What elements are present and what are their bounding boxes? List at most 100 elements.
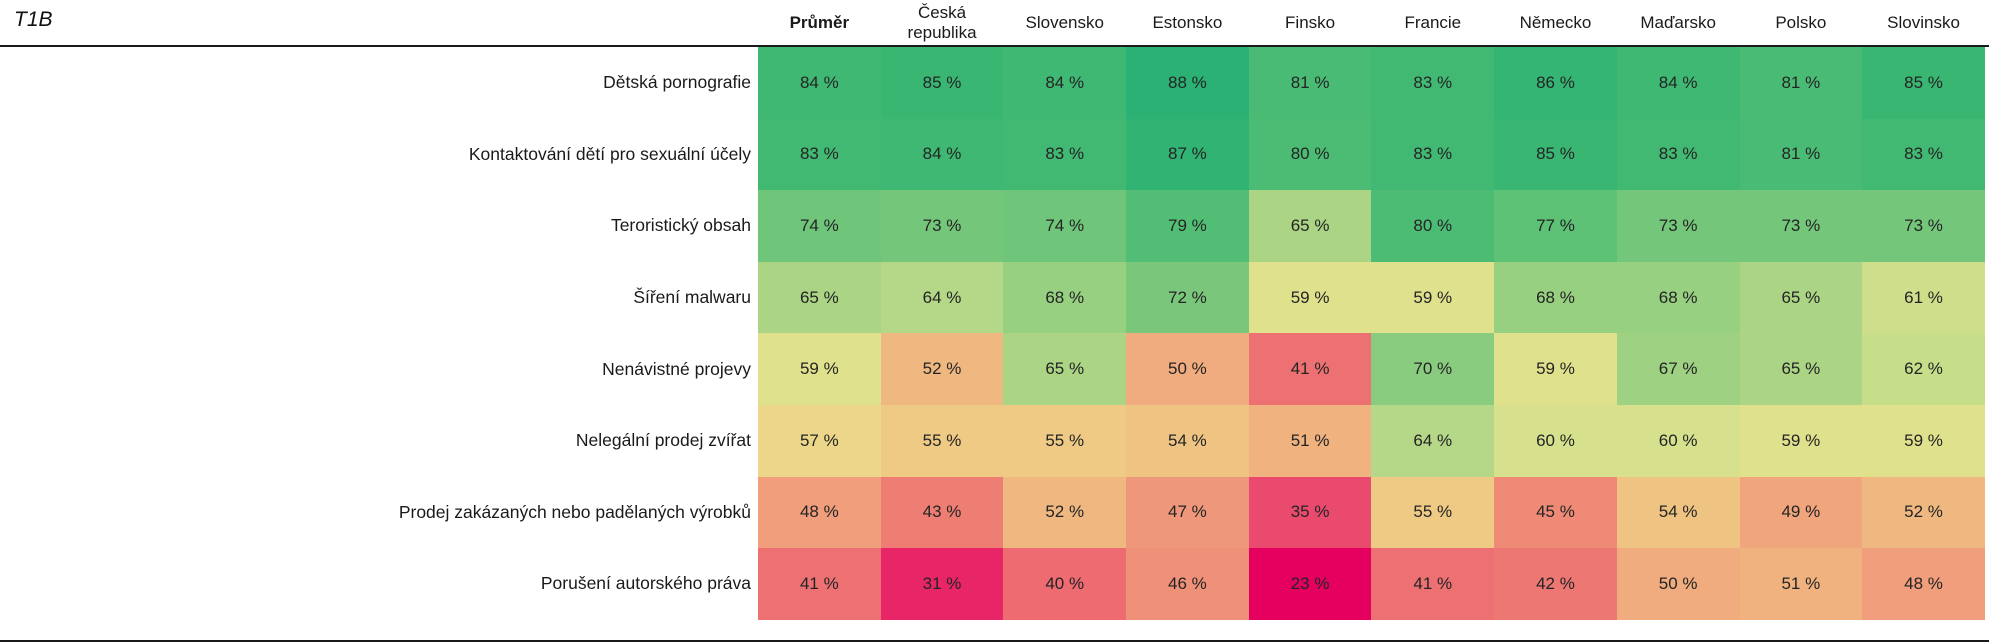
column-header: Finsko (1285, 12, 1336, 32)
heatmap-cell: 88 % (1126, 47, 1249, 119)
column-header: Česká republika (907, 3, 977, 42)
heatmap-cell: 49 % (1739, 476, 1863, 549)
heatmap-cell: 80 % (1371, 190, 1495, 262)
header-corner-spacer (0, 0, 758, 47)
heatmap-cell: 86 % (1494, 47, 1617, 119)
heatmap-cell: 52 % (1003, 476, 1127, 549)
heatmap-cell: 54 % (1616, 476, 1740, 549)
heatmap-cell: 52 % (1862, 476, 1985, 549)
heatmap-cell: 35 % (1248, 476, 1372, 549)
heatmap-cell: 73 % (1616, 190, 1740, 262)
heatmap-cell: 68 % (1003, 261, 1127, 334)
row-label: Šíření malwaru (633, 287, 751, 308)
column-header: Slovinsko (1887, 12, 1960, 32)
heatmap-cell: 64 % (1371, 404, 1495, 477)
heatmap-cell: 59 % (758, 333, 881, 405)
heatmap-cell: 79 % (1126, 190, 1249, 262)
heatmap-cell: 50 % (1126, 333, 1249, 405)
heatmap-cell: 65 % (1003, 333, 1127, 405)
heatmap-cell: 59 % (1494, 333, 1617, 405)
heatmap-cell: 83 % (758, 118, 881, 191)
heatmap-cell: 31 % (880, 548, 1004, 620)
heatmap-cell: 77 % (1494, 190, 1617, 262)
heatmap-cell: 46 % (1126, 548, 1249, 620)
heatmap-cell: 41 % (1371, 548, 1495, 620)
heatmap-cell: 73 % (880, 190, 1004, 262)
heatmap-cell: 48 % (758, 476, 881, 549)
chart-tag-label: T1B (14, 8, 53, 31)
heatmap-cell: 23 % (1248, 548, 1372, 620)
heatmap-cell: 73 % (1862, 190, 1985, 262)
heatmap-cell: 64 % (880, 261, 1004, 334)
heatmap-cell: 84 % (1616, 47, 1740, 119)
row-label: Kontaktování dětí pro sexuální účely (468, 143, 751, 164)
heatmap-cell: 81 % (1248, 47, 1372, 119)
heatmap-cell: 59 % (1371, 261, 1495, 334)
heatmap-cell: 41 % (1248, 333, 1372, 405)
row-label: Porušení autorského práva (540, 573, 751, 594)
heatmap-cell: 65 % (1248, 190, 1372, 262)
heatmap-cell: 55 % (880, 404, 1004, 477)
heatmap-cell: 48 % (1862, 548, 1985, 620)
heatmap-cell: 54 % (1126, 404, 1249, 477)
heatmap-cell: 83 % (1003, 118, 1127, 191)
heatmap-cell: 67 % (1616, 333, 1740, 405)
heatmap-cell: 83 % (1371, 118, 1495, 191)
heatmap-cell: 65 % (1739, 261, 1863, 334)
heatmap-cell: 40 % (1003, 548, 1127, 620)
bottom-divider-line (0, 640, 1989, 642)
heatmap-cell: 85 % (1862, 47, 1985, 119)
heatmap-cell: 52 % (880, 333, 1004, 405)
heatmap-cell: 81 % (1739, 118, 1863, 191)
heatmap-cell: 60 % (1616, 404, 1740, 477)
column-header: Polsko (1775, 12, 1827, 32)
heatmap-cell: 74 % (1003, 190, 1127, 262)
heatmap-cell: 51 % (1739, 548, 1863, 620)
heatmap-cell: 62 % (1862, 333, 1985, 405)
heatmap-cell: 43 % (880, 476, 1004, 549)
heatmap-cell: 59 % (1739, 404, 1863, 477)
heatmap-cell: 60 % (1494, 404, 1617, 477)
heatmap-cell: 81 % (1739, 47, 1863, 119)
column-header: Estonsko (1152, 12, 1223, 32)
heatmap-cell: 55 % (1371, 476, 1495, 549)
heatmap-cell: 45 % (1494, 476, 1617, 549)
heatmap-cell: 61 % (1862, 261, 1985, 334)
row-label: Nelegální prodej zvířat (575, 430, 751, 451)
heatmap-cell: 68 % (1494, 261, 1617, 334)
row-label: Teroristický obsah (610, 215, 751, 236)
heatmap-cell: 59 % (1248, 261, 1372, 334)
heatmap-cell: 41 % (758, 548, 881, 620)
heatmap-cell: 50 % (1616, 548, 1740, 620)
row-label: Prodej zakázaných nebo padělaných výrobk… (398, 501, 751, 522)
row-label: Dětská pornografie (603, 72, 751, 93)
heatmap-cell: 47 % (1126, 476, 1249, 549)
heatmap-cell: 83 % (1371, 47, 1495, 119)
heatmap-cell: 72 % (1126, 261, 1249, 334)
heatmap-cell: 42 % (1494, 548, 1617, 620)
heatmap-cell: 57 % (758, 404, 881, 477)
heatmap-cell: 84 % (880, 118, 1004, 191)
column-header: Průměr (789, 12, 850, 32)
heatmap-cell: 55 % (1003, 404, 1127, 477)
heatmap-cell: 83 % (1862, 118, 1985, 191)
header-divider-line (0, 45, 1989, 47)
heatmap-cell: 65 % (1739, 333, 1863, 405)
heatmap-cell: 68 % (1616, 261, 1740, 334)
heatmap-cell: 80 % (1248, 118, 1372, 191)
column-header: Francie (1404, 12, 1462, 32)
heatmap-cell: 73 % (1739, 190, 1863, 262)
column-header: Maďarsko (1640, 12, 1716, 32)
heatmap-cell: 59 % (1862, 404, 1985, 477)
column-header: Slovensko (1025, 12, 1104, 32)
row-label: Nenávistné projevy (602, 358, 751, 379)
heatmap-cell: 74 % (758, 190, 881, 262)
heatmap-cell: 51 % (1248, 404, 1372, 477)
heatmap-cell: 65 % (758, 261, 881, 334)
heatmap-cell: 85 % (1494, 118, 1617, 191)
heatmap-cell: 83 % (1616, 118, 1740, 191)
column-header: Německo (1519, 12, 1592, 32)
heatmap-cell: 70 % (1371, 333, 1495, 405)
heatmap-grid: Průměr Česká republika Slovensko Estonsko Fi… (0, 0, 1985, 620)
